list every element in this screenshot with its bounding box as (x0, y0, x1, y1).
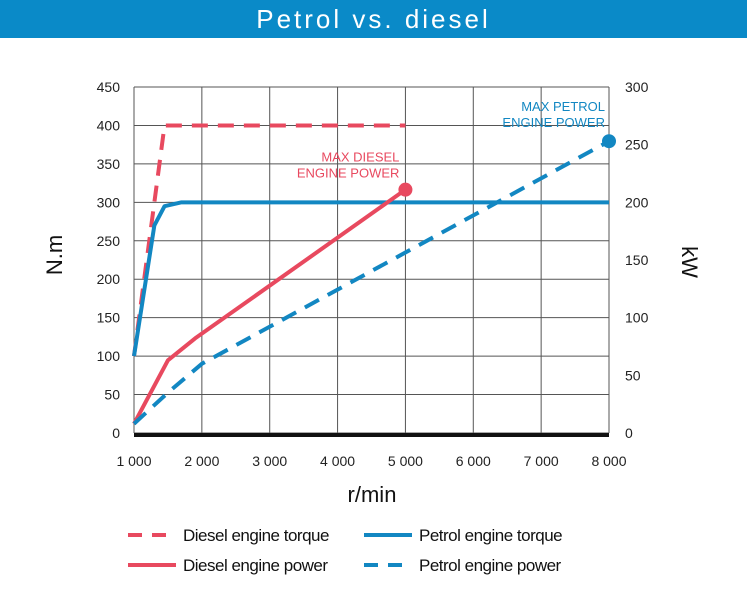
y-tick-label: 200 (97, 271, 121, 287)
y-tick-label: 350 (97, 156, 121, 172)
y-tick-label: 150 (97, 310, 121, 326)
y-tick-label: 50 (104, 387, 120, 403)
x-axis-label: r/min (348, 482, 397, 507)
x-tick-label: 1 000 (116, 453, 151, 469)
y2-axis-label: kW (677, 246, 702, 278)
series-line-petrol-engine-power (132, 139, 610, 426)
x-tick-label: 8 000 (591, 453, 626, 469)
max-power-marker (602, 134, 616, 149)
max-power-marker (398, 182, 413, 197)
annotation-label: ENGINE POWER (502, 115, 605, 130)
y-tick-label: 450 (97, 79, 121, 95)
y2-tick-label: 0 (625, 425, 633, 441)
series-line-diesel-engine-power (132, 188, 407, 425)
x-tick-label: 5 000 (388, 453, 423, 469)
legend-label: Diesel engine torque (183, 526, 329, 545)
y-tick-label: 250 (97, 233, 121, 249)
series-line-petrol-engine-torque (132, 200, 609, 357)
x-tick-label: 2 000 (184, 453, 219, 469)
annotation-label: MAX PETROL (521, 99, 605, 114)
y-tick-label: 100 (97, 348, 121, 364)
y-axis-label: N.m (42, 235, 67, 275)
y2-tick-label: 300 (625, 79, 649, 95)
y2-tick-label: 100 (625, 310, 649, 326)
y-tick-label: 400 (97, 117, 121, 133)
series-line-diesel-engine-torque (132, 123, 406, 357)
legend-label: Diesel engine power (183, 556, 328, 575)
x-tick-label: 4 000 (320, 453, 355, 469)
y-tick-label: 300 (97, 194, 121, 210)
y-tick-label: 0 (112, 425, 120, 441)
y2-tick-label: 250 (625, 137, 649, 153)
y2-tick-label: 50 (625, 367, 641, 383)
x-tick-label: 3 000 (252, 453, 287, 469)
chart-title: Petrol vs. diesel (0, 0, 747, 38)
y2-tick-label: 150 (625, 252, 649, 268)
annotation-label: MAX DIESEL (321, 150, 399, 165)
x-tick-label: 6 000 (456, 453, 491, 469)
y2-tick-label: 200 (625, 194, 649, 210)
annotation-label: ENGINE POWER (297, 166, 400, 181)
x-tick-label: 7 000 (524, 453, 559, 469)
legend-label: Petrol engine power (419, 556, 562, 575)
legend-label: Petrol engine torque (419, 526, 562, 545)
